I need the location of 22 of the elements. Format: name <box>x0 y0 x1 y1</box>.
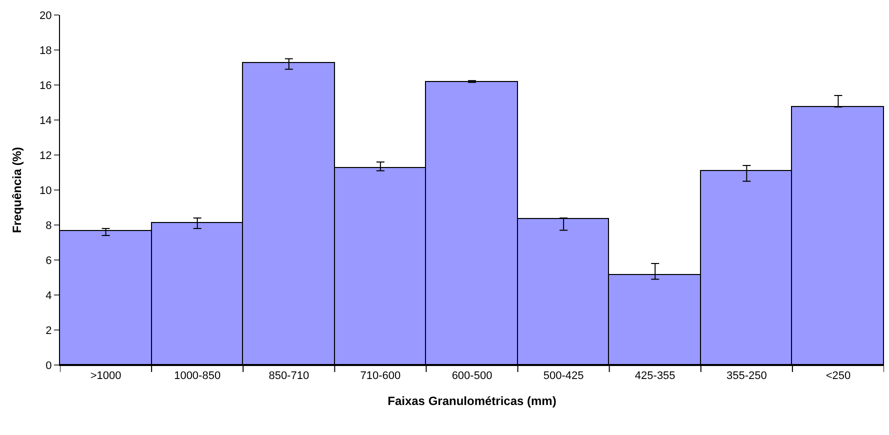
y-tick-label: 18 <box>40 44 52 57</box>
y-tick-label: 0 <box>46 360 52 372</box>
x-tick-label: <250 <box>826 370 851 382</box>
y-tick-label: 12 <box>40 150 52 162</box>
y-tick-label: 14 <box>40 114 52 127</box>
x-axis-title: Faixas Granulométricas (mm) <box>388 394 556 408</box>
x-tick-label: 710-600 <box>360 370 401 382</box>
y-tick-label: 10 <box>40 184 52 197</box>
y-tick-label: 20 <box>40 10 52 22</box>
x-tick-label: 1000-850 <box>174 370 221 382</box>
x-tick-label: >1000 <box>90 370 122 382</box>
y-tick-label: 2 <box>46 324 52 337</box>
y-tick-label: 8 <box>46 220 52 232</box>
y-tick-label: 4 <box>46 290 52 302</box>
y-tick-label: 6 <box>46 254 52 267</box>
y-axis-title: Frequência (%) <box>10 146 24 234</box>
x-tick-label: 850-710 <box>268 370 310 382</box>
x-tick-label: 355-250 <box>726 370 767 382</box>
y-tick-label: 16 <box>40 80 52 92</box>
x-tick-label: 500-425 <box>543 370 584 382</box>
x-tick-label: 600-500 <box>452 370 492 382</box>
x-tick-label: 425-355 <box>634 370 676 382</box>
